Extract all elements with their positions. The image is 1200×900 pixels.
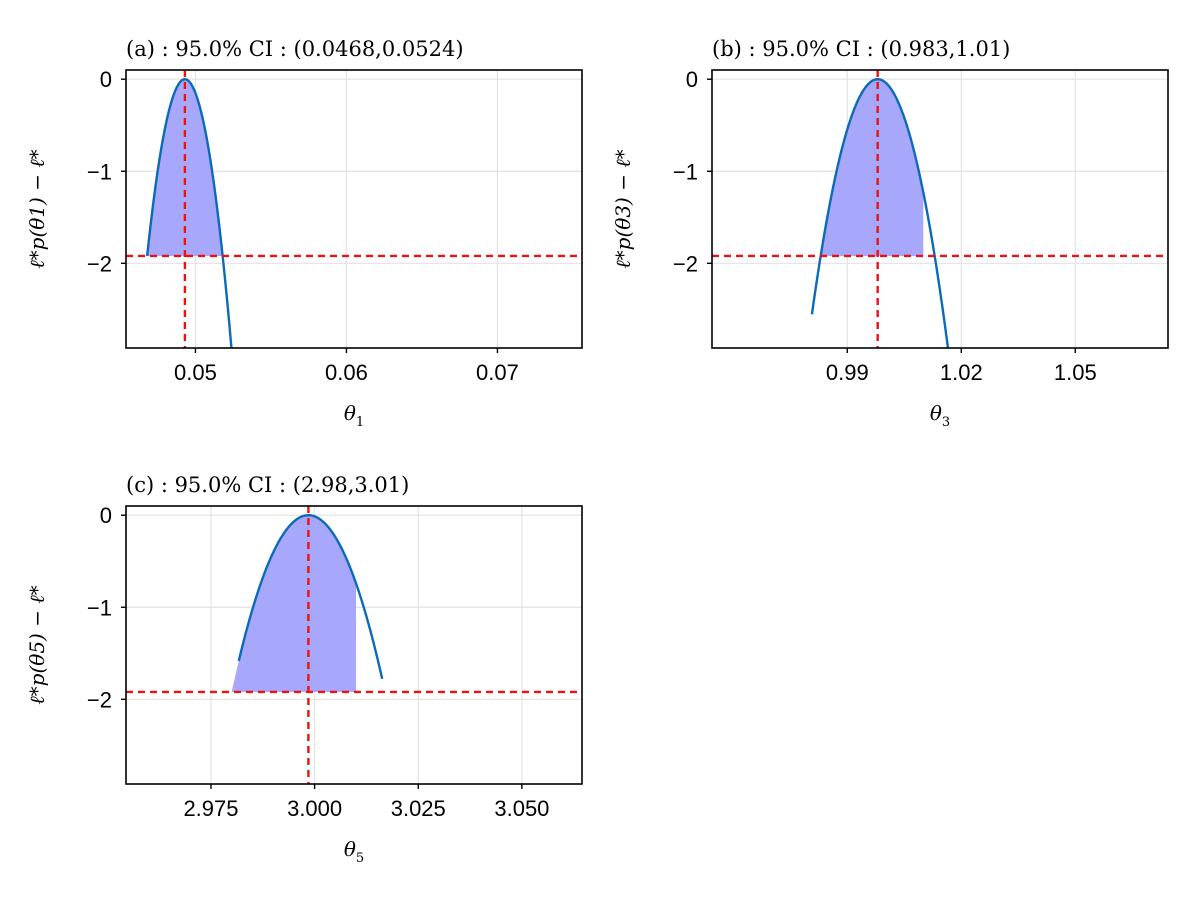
x-tick-label: 0.06 <box>325 360 368 385</box>
y-axis-label: ℓ*p(θ1) − ℓ* <box>25 149 49 268</box>
y-tick-label: −2 <box>87 687 112 712</box>
x-tick-label: 0.99 <box>826 360 869 385</box>
plot-area <box>126 506 582 784</box>
y-tick-label: −2 <box>87 251 112 276</box>
y-tick-label: −1 <box>87 595 112 620</box>
x-tick-label: 2.975 <box>183 796 238 821</box>
axes-frame <box>711 69 1169 349</box>
x-axis-label: θ5 <box>344 837 364 866</box>
y-tick-label: 0 <box>100 503 112 528</box>
x-tick-label: 0.05 <box>174 360 217 385</box>
plot-area <box>126 70 582 348</box>
panel-title: (b) : 95.0% CI : (0.983,1.01) <box>712 37 1010 61</box>
y-tick-label: 0 <box>686 67 698 92</box>
profile-likelihood-curve <box>237 514 384 680</box>
y-tick-label: −2 <box>673 251 698 276</box>
y-tick-label: 0 <box>100 67 112 92</box>
ci-fill-area <box>820 79 924 256</box>
panel-title: (a) : 95.0% CI : (0.0468,0.0524) <box>126 37 464 61</box>
axes-frame <box>125 69 583 349</box>
y-tick-label: −1 <box>673 159 698 184</box>
axes-frame <box>125 505 583 785</box>
panel-2: 2.975 3.000 3.025 3.050 0 −1 −2 (c) : 95.0% CI … <box>25 473 583 866</box>
panel-0: 0.05 0.06 0.07 0 −1 −2 (a) : 95.0% CI : (0.046… <box>25 37 583 430</box>
ci-fill-area <box>231 515 357 692</box>
x-tick-label: 1.02 <box>940 360 983 385</box>
profile-likelihood-curve <box>810 78 950 348</box>
x-tick-label: 3.000 <box>287 796 342 821</box>
x-tick-label: 1.05 <box>1054 360 1097 385</box>
x-axis-label: θ1 <box>344 401 364 430</box>
x-tick-label: 3.050 <box>494 796 549 821</box>
plot-area <box>712 70 1168 348</box>
panel-title: (c) : 95.0% CI : (2.98,3.01) <box>126 473 409 497</box>
y-axis-label: ℓ*p(θ5) − ℓ* <box>25 585 49 704</box>
x-tick-label: 3.025 <box>391 796 446 821</box>
y-tick-label: −1 <box>87 159 112 184</box>
x-tick-label: 0.07 <box>476 360 519 385</box>
ci-fill-area <box>147 79 232 256</box>
x-axis-label: θ3 <box>930 401 950 430</box>
y-axis-label: ℓ*p(θ3) − ℓ* <box>611 149 635 268</box>
panel-1: 0.99 1.02 1.05 0 −1 −2 (b) : 95.0% CI : (0.983… <box>611 37 1169 430</box>
profile-likelihood-curve <box>145 78 233 348</box>
